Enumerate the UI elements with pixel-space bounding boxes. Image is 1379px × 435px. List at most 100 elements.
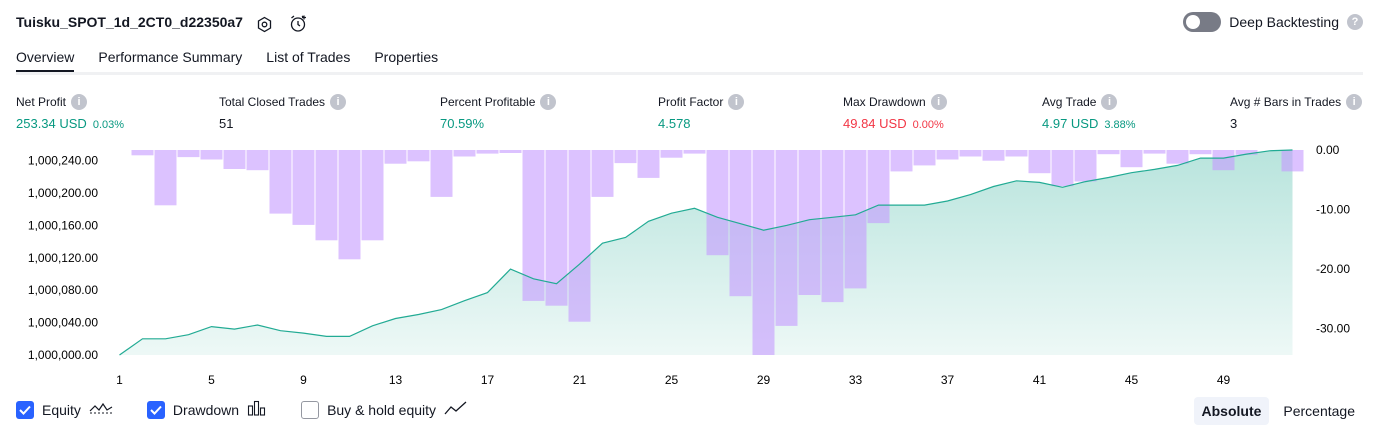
drawdown-bar <box>1051 150 1074 187</box>
tab-properties[interactable]: Properties <box>374 49 439 65</box>
info-icon[interactable]: i <box>930 94 947 110</box>
drawdown-bar <box>890 150 913 172</box>
info-icon[interactable]: i <box>540 94 557 110</box>
deep-backtesting-toggle-group: Deep Backtesting ? <box>1183 12 1363 32</box>
info-icon[interactable]: i <box>1346 94 1363 110</box>
drawdown-bar <box>269 150 292 214</box>
metric-avg-bars-in-trades: Avg # Bars in Trades i 3 <box>1230 94 1363 131</box>
tab-overview[interactable]: Overview <box>16 48 75 73</box>
drawdown-bar <box>844 150 867 289</box>
strategy-title: Tuisku_SPOT_1d_2CT0_d22350a7 <box>16 14 243 30</box>
drawdown-bar <box>982 150 1005 161</box>
drawdown-bar <box>798 150 821 295</box>
metric-value: 253.34 USD <box>16 116 87 131</box>
tab-list-of-trades[interactable]: List of Trades <box>266 49 351 65</box>
x-axis-label: 9 <box>300 373 307 387</box>
drawdown-bar <box>499 150 522 153</box>
tab-bar: Overview Performance Summary List of Tra… <box>16 48 438 73</box>
metric-label: Profit Factor <box>658 95 724 109</box>
line-chart-icon <box>444 400 468 419</box>
y-axis-right-label: 0.00 <box>1316 143 1340 157</box>
metric-avg-trade: Avg Trade i 4.97 USD 3.88% <box>1042 94 1136 131</box>
drawdown-bar <box>223 150 246 169</box>
drawdown-bar <box>1074 150 1097 182</box>
x-axis-label: 49 <box>1217 373 1231 387</box>
drawdown-bar <box>1235 150 1258 155</box>
drawdown-bar <box>936 150 959 160</box>
deep-backtesting-toggle[interactable] <box>1183 12 1222 32</box>
drawdown-bar <box>660 150 683 158</box>
absolute-mode-button[interactable]: Absolute <box>1193 397 1270 425</box>
drawdown-bar <box>1166 150 1189 164</box>
tab-performance-summary[interactable]: Performance Summary <box>98 49 243 65</box>
metric-total-closed-trades: Total Closed Trades i 51 <box>219 94 347 131</box>
bar-chart-icon <box>247 400 267 419</box>
drawdown-bar <box>453 150 476 157</box>
chart-legend: Equity Drawdown Buy & hold equity <box>16 400 502 419</box>
info-icon[interactable]: i <box>71 94 88 110</box>
metric-value: 49.84 USD <box>843 116 907 131</box>
legend-drawdown[interactable]: Drawdown <box>146 400 267 419</box>
drawdown-bar <box>683 150 706 154</box>
drawdown-bar <box>821 150 844 303</box>
y-axis-left-label: 1,000,000.00 <box>28 348 98 362</box>
help-icon[interactable]: ? <box>1347 14 1363 30</box>
y-axis-right-label: -30.00 <box>1316 321 1350 335</box>
drawdown-bar <box>959 150 982 157</box>
tab-divider <box>16 72 1363 75</box>
drawdown-bar <box>867 150 890 224</box>
y-axis-right-label: -10.00 <box>1316 202 1350 216</box>
y-axis-left-label: 1,000,080.00 <box>28 283 98 297</box>
y-axis-left-label: 1,000,200.00 <box>28 186 98 200</box>
drawdown-bar <box>568 150 591 322</box>
x-axis-label: 25 <box>665 373 679 387</box>
metric-percent: 0.00% <box>912 119 944 131</box>
y-axis-left-label: 1,000,040.00 <box>28 316 98 330</box>
settings-gear-icon[interactable] <box>254 14 274 34</box>
legend-equity-label: Equity <box>42 401 81 418</box>
equity-area <box>119 150 1293 355</box>
y-axis-left-label: 1,000,160.00 <box>28 218 98 232</box>
legend-equity[interactable]: Equity <box>16 400 113 419</box>
buy-hold-checkbox[interactable] <box>301 400 320 419</box>
metric-label: Max Drawdown <box>843 95 926 109</box>
drawdown-bar <box>338 150 361 260</box>
drawdown-bar <box>775 150 798 326</box>
drawdown-bar <box>1097 150 1120 155</box>
drawdown-bar <box>1189 150 1212 155</box>
add-alert-clock-icon[interactable] <box>288 13 308 33</box>
drawdown-bar <box>1028 150 1051 174</box>
legend-buy-hold-equity[interactable]: Buy & hold equity <box>301 400 468 419</box>
metric-max-drawdown: Max Drawdown i 49.84 USD 0.00% <box>843 94 947 131</box>
deep-backtesting-label: Deep Backtesting <box>1229 14 1339 30</box>
x-axis-label: 1 <box>116 373 123 387</box>
x-axis-label: 21 <box>573 373 587 387</box>
drawdown-bar <box>177 150 200 158</box>
info-icon[interactable]: i <box>330 94 347 110</box>
x-axis-label: 29 <box>757 373 771 387</box>
drawdown-bar <box>154 150 177 206</box>
info-icon[interactable]: i <box>1101 94 1118 110</box>
drawdown-bar <box>131 150 154 156</box>
percentage-mode-button[interactable]: Percentage <box>1283 403 1355 419</box>
drawdown-bar <box>200 150 223 160</box>
x-axis-label: 33 <box>849 373 863 387</box>
equity-drawdown-chart[interactable]: 1,000,240.00 1,000,200.00 1,000,160.00 1,00… <box>0 140 1379 390</box>
drawdown-bar <box>522 150 545 301</box>
metric-label: Percent Profitable <box>440 95 536 109</box>
metric-value: 51 <box>219 116 234 131</box>
metric-net-profit: Net Profit i 253.34 USD 0.03% <box>16 94 124 131</box>
drawdown-bar <box>1005 150 1028 157</box>
equity-checkbox[interactable] <box>16 400 34 419</box>
legend-drawdown-label: Drawdown <box>172 401 240 418</box>
drawdown-bar <box>614 150 637 164</box>
metric-percent-profitable: Percent Profitable i 70.59% <box>440 94 557 131</box>
toggle-knob <box>1186 15 1201 29</box>
x-axis-label: 37 <box>941 373 955 387</box>
drawdown-bar <box>361 150 384 241</box>
drawdown-bar <box>752 150 775 355</box>
metric-profit-factor: Profit Factor i 4.578 <box>658 94 745 131</box>
drawdown-bar <box>384 150 407 164</box>
drawdown-checkbox[interactable] <box>146 400 165 419</box>
info-icon[interactable]: i <box>728 94 745 110</box>
